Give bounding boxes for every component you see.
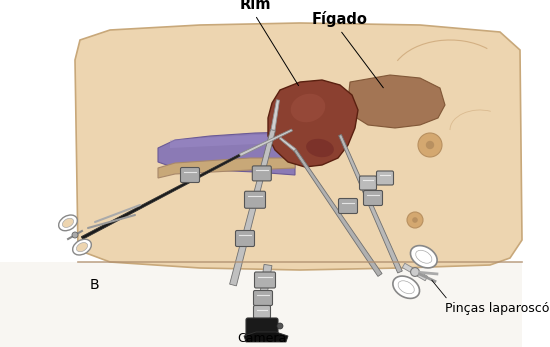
Polygon shape — [268, 80, 358, 167]
Polygon shape — [279, 137, 296, 151]
Ellipse shape — [306, 139, 334, 157]
FancyBboxPatch shape — [360, 176, 377, 190]
Text: Pinças laparoscópicas: Pinças laparoscópicas — [445, 302, 550, 315]
Ellipse shape — [59, 215, 78, 231]
FancyBboxPatch shape — [254, 290, 272, 305]
Circle shape — [426, 141, 434, 149]
Ellipse shape — [63, 218, 74, 227]
Polygon shape — [294, 149, 382, 277]
Circle shape — [407, 212, 423, 228]
Polygon shape — [339, 134, 402, 273]
FancyBboxPatch shape — [235, 230, 255, 246]
Text: Camera: Camera — [238, 332, 287, 345]
FancyBboxPatch shape — [180, 168, 200, 183]
FancyBboxPatch shape — [338, 198, 358, 213]
Circle shape — [418, 133, 442, 157]
Polygon shape — [170, 134, 295, 148]
Text: B: B — [90, 278, 100, 292]
Polygon shape — [402, 263, 428, 281]
FancyBboxPatch shape — [245, 191, 266, 208]
Circle shape — [411, 268, 420, 277]
Polygon shape — [271, 100, 279, 130]
FancyBboxPatch shape — [254, 305, 271, 319]
Polygon shape — [348, 75, 445, 128]
Ellipse shape — [398, 281, 414, 294]
Text: Rim: Rim — [239, 0, 271, 12]
Polygon shape — [158, 132, 320, 175]
FancyBboxPatch shape — [246, 318, 278, 338]
Ellipse shape — [291, 94, 325, 122]
Circle shape — [412, 217, 418, 223]
FancyBboxPatch shape — [364, 191, 382, 205]
FancyBboxPatch shape — [252, 166, 271, 181]
FancyBboxPatch shape — [255, 272, 276, 288]
Polygon shape — [255, 264, 272, 330]
Circle shape — [277, 323, 283, 329]
Ellipse shape — [416, 250, 432, 263]
Polygon shape — [229, 129, 276, 286]
Polygon shape — [244, 332, 288, 342]
Ellipse shape — [410, 246, 437, 268]
Polygon shape — [158, 158, 295, 178]
Polygon shape — [239, 129, 293, 156]
Circle shape — [72, 232, 78, 238]
Polygon shape — [0, 262, 522, 347]
Ellipse shape — [393, 276, 420, 298]
FancyBboxPatch shape — [377, 171, 393, 185]
Polygon shape — [75, 23, 522, 270]
Polygon shape — [81, 154, 240, 239]
Text: Fígado: Fígado — [312, 11, 368, 27]
Ellipse shape — [73, 239, 91, 255]
Ellipse shape — [76, 243, 87, 252]
